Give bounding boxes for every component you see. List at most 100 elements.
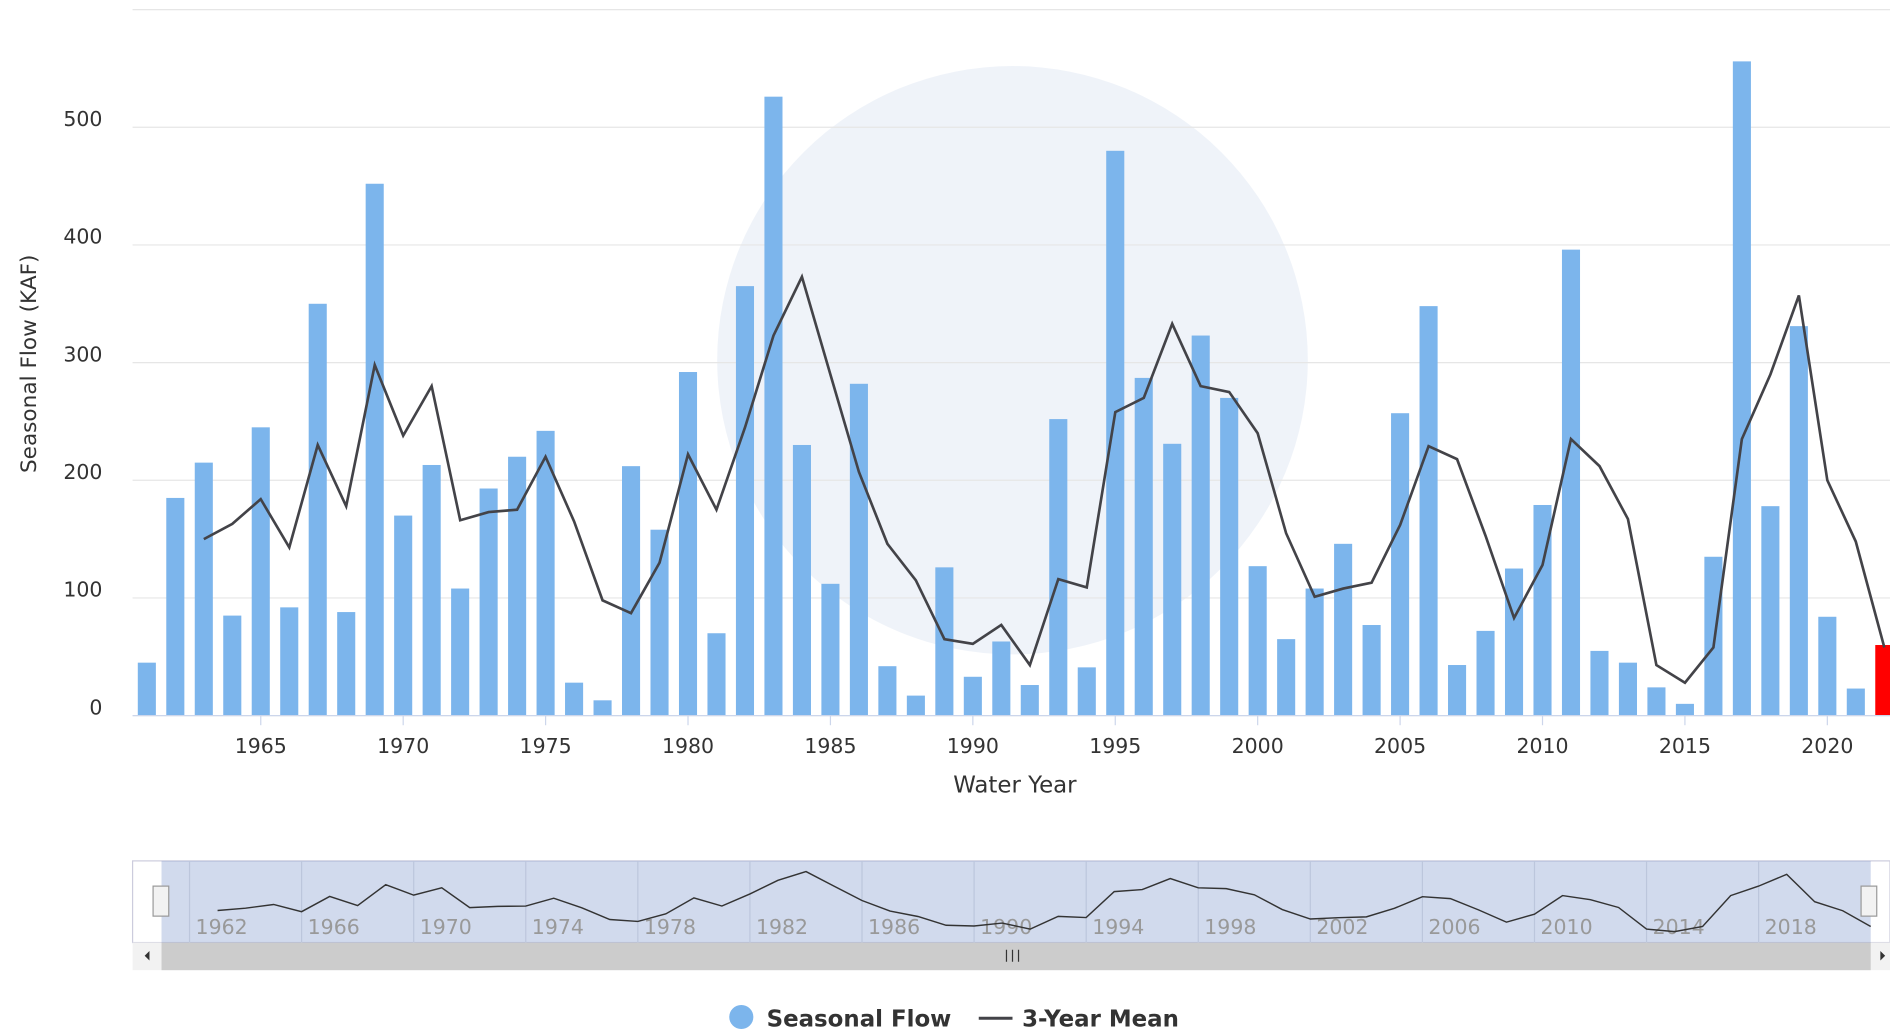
navigator-tick-label: 1978 <box>644 915 696 939</box>
bar <box>849 383 868 716</box>
bar <box>1561 249 1581 716</box>
bar <box>735 286 755 716</box>
navigator-tick-label: 1970 <box>420 915 472 939</box>
bar <box>906 695 925 716</box>
navigator-tick-label: 2014 <box>1653 915 1705 939</box>
x-tick-label: 1990 <box>947 734 999 758</box>
x-tick-label: 1985 <box>804 734 856 758</box>
bar <box>1533 504 1552 716</box>
navigator-tick-label: 2002 <box>1316 915 1368 939</box>
y-tick-label: 0 <box>89 695 102 719</box>
bar <box>1761 506 1780 716</box>
bar <box>622 466 641 716</box>
bar <box>593 700 612 716</box>
bar <box>251 427 270 716</box>
legend: Seasonal Flow 3-Year Mean <box>729 1004 1179 1033</box>
bar <box>678 372 698 716</box>
bar <box>394 515 413 716</box>
bar <box>707 633 726 716</box>
navigator[interactable] <box>131 860 1890 971</box>
legend-symbol <box>729 1004 754 1029</box>
bar <box>1077 667 1096 716</box>
bar <box>1391 413 1410 716</box>
legend-label[interactable]: 3-Year Mean <box>1022 1007 1179 1033</box>
bar <box>963 676 982 716</box>
bar <box>1504 568 1524 716</box>
navigator-tick-label: 2006 <box>1428 915 1480 939</box>
scrollbar-thumb[interactable] <box>161 942 1871 971</box>
bar <box>1647 687 1666 716</box>
bar <box>1106 150 1125 716</box>
x-axis-label: Water Year <box>953 772 1077 798</box>
navigator-mask[interactable] <box>161 860 1871 943</box>
bar <box>1334 543 1353 716</box>
bar <box>992 641 1011 716</box>
bar <box>194 462 213 716</box>
bar <box>1362 625 1381 716</box>
navigator-tick-label: 2010 <box>1541 915 1593 939</box>
bar <box>308 303 327 716</box>
bar <box>137 662 156 716</box>
x-tick-label: 1975 <box>520 734 572 758</box>
bar <box>1875 645 1890 716</box>
bar <box>479 488 498 716</box>
bar <box>1732 61 1751 716</box>
bar <box>1163 443 1182 716</box>
navigator-tick-label: 1966 <box>308 915 360 939</box>
x-tick-label: 2010 <box>1516 734 1568 758</box>
bar <box>280 607 299 716</box>
bar <box>1846 688 1865 716</box>
bar <box>451 588 470 716</box>
navigator-tick-label: 1990 <box>980 915 1032 939</box>
navigator-tick-label: 1986 <box>868 915 920 939</box>
bar <box>1305 588 1324 716</box>
y-tick-label: 100 <box>63 578 102 602</box>
mean-line <box>203 273 1886 685</box>
x-tick-label: 1965 <box>235 734 287 758</box>
bar <box>1020 685 1039 716</box>
bar <box>1448 665 1467 716</box>
x-tick-label: 1995 <box>1089 734 1141 758</box>
bar <box>1419 306 1438 716</box>
bar <box>1220 397 1239 716</box>
bar <box>422 464 441 716</box>
x-tick-label: 2005 <box>1374 734 1426 758</box>
navigator-tick-label: 1982 <box>756 915 808 939</box>
navigator-tick-label: 2018 <box>1765 915 1817 939</box>
bar <box>1590 650 1609 716</box>
bar <box>223 615 242 716</box>
bar <box>764 96 783 716</box>
x-tick-label: 2015 <box>1659 734 1711 758</box>
bar <box>365 183 384 716</box>
y-tick-label: 300 <box>63 342 102 366</box>
y-tick-label: 500 <box>63 107 102 131</box>
bar <box>650 529 669 716</box>
x-tick-label: 1970 <box>377 734 429 758</box>
bar <box>878 666 897 716</box>
y-tick-label: 400 <box>63 225 102 249</box>
bar <box>1618 662 1637 716</box>
bar <box>1704 556 1723 716</box>
navigator-tick-label: 1994 <box>1092 915 1144 939</box>
navigator-tick-label: 1998 <box>1204 915 1256 939</box>
x-tick-label: 1980 <box>662 734 714 758</box>
legend-label[interactable]: Seasonal Flow <box>767 1007 952 1033</box>
bar <box>337 612 356 716</box>
bar <box>935 567 954 716</box>
bar <box>1191 335 1210 716</box>
bar <box>792 444 811 716</box>
bar <box>1818 616 1837 716</box>
y-tick-label: 200 <box>63 460 102 484</box>
x-tick-label: 2020 <box>1801 734 1853 758</box>
navigator-handle[interactable] <box>1860 885 1878 917</box>
navigator-tick-label: 1962 <box>196 915 248 939</box>
navigator-handle[interactable] <box>152 885 170 917</box>
bar <box>565 682 584 716</box>
bar <box>166 497 185 716</box>
navigator-tick-label: 1974 <box>532 915 584 939</box>
navigator-line <box>217 870 1872 933</box>
x-tick-label: 2000 <box>1232 734 1284 758</box>
bar <box>821 583 840 716</box>
bar <box>508 456 527 716</box>
